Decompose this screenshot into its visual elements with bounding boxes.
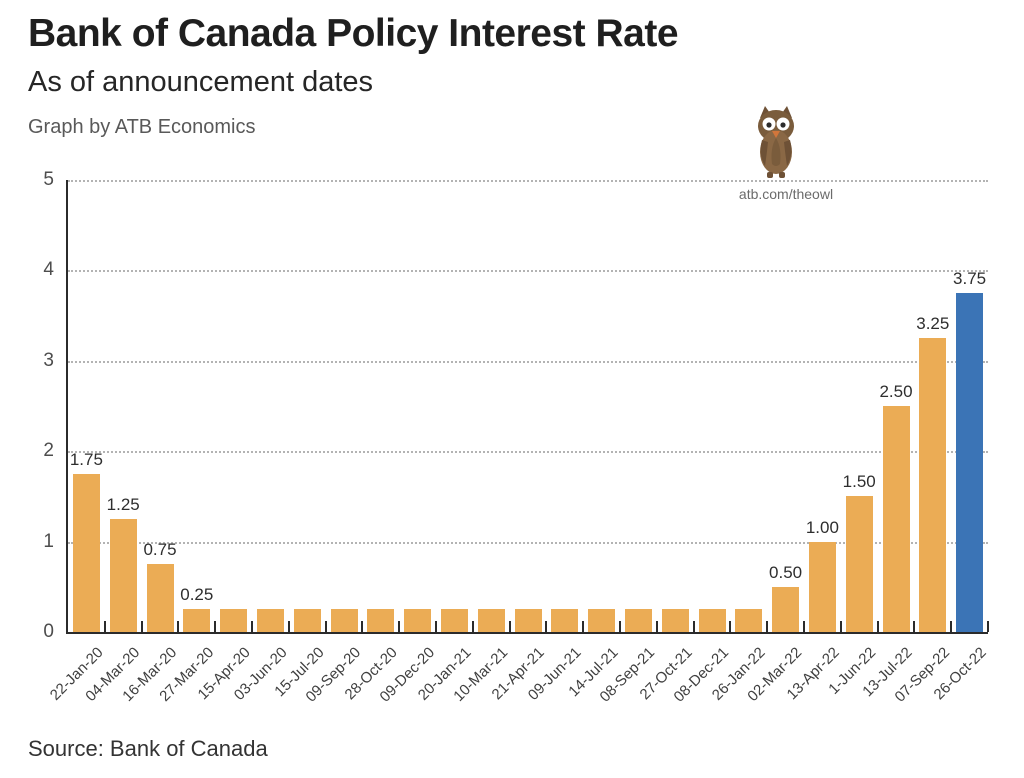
y-tick-label-4: 4: [43, 259, 54, 281]
bar-value-label: 0.25: [180, 585, 214, 605]
x-axis-tick: [729, 621, 732, 632]
bar-value-label: 0.75: [143, 540, 177, 560]
chart-source: Source: Bank of Canada: [28, 736, 268, 761]
bar: [72, 473, 100, 632]
gridline-5: [68, 180, 988, 182]
owl-caption: atb.com/theowl: [738, 186, 834, 202]
bar: [772, 586, 800, 632]
x-axis-tick: [398, 621, 401, 632]
x-axis-tick: [324, 621, 327, 632]
x-axis-tick: [361, 621, 364, 632]
y-tick-label-3: 3: [43, 349, 54, 371]
x-axis-tick: [803, 621, 805, 632]
bar: [109, 519, 137, 632]
x-axis-tick: [508, 621, 511, 632]
x-axis-tick: [140, 621, 143, 632]
x-axis-tick: [619, 621, 621, 632]
bar-value-label: 3.25: [916, 314, 950, 334]
gridline-2: [68, 451, 988, 454]
bar: [588, 609, 616, 632]
bar: [845, 496, 873, 632]
y-tick-label-0: 0: [43, 621, 54, 642]
x-axis-tick: [655, 621, 658, 632]
bar-value-label: 1.50: [842, 472, 876, 492]
chart-subtitle: As of announcement dates: [28, 66, 374, 98]
bar-value-label: 1.75: [69, 449, 103, 469]
gridline-1: [68, 541, 988, 544]
bar: [440, 609, 468, 632]
gridline-4: [68, 270, 988, 273]
bar-value-label: 2.50: [879, 382, 913, 401]
x-axis-tick: [287, 621, 290, 632]
bar: [882, 406, 910, 632]
bar: [330, 609, 358, 632]
x-axis-tick: [876, 621, 879, 632]
x-axis-tick: [913, 621, 916, 632]
bar: [477, 609, 505, 632]
bar: [624, 609, 652, 632]
bar: [514, 609, 542, 632]
bar-value-label: 1.00: [805, 517, 839, 537]
chart-title: Bank of Canada Policy Interest Rate: [28, 12, 679, 55]
bar: [661, 609, 689, 632]
plot-area: 0 1 2 3 4 5 1.75 22-Jan-20 1.25 04-Mar-20 0.75 16-M…: [43, 169, 989, 706]
bar: [293, 609, 321, 632]
bar: [808, 541, 836, 632]
x-axis-tick: [545, 621, 548, 632]
bar-value-label: 3.75: [953, 269, 987, 288]
bar-highlighted: [956, 293, 984, 632]
bar: [735, 609, 763, 632]
x-axis-tick: [987, 621, 989, 632]
x-axis-line: [66, 632, 988, 634]
x-axis-tick: [103, 621, 106, 632]
y-tick-label-1: 1: [43, 530, 54, 552]
x-axis-tick: [471, 621, 474, 632]
bar-value-label: 0.50: [769, 562, 803, 582]
bar: [183, 609, 211, 632]
bar: [367, 609, 395, 632]
x-axis-tick: [839, 621, 842, 632]
y-tick-label-2: 2: [43, 440, 54, 462]
x-axis-tick: [214, 621, 217, 632]
gridline-3: [68, 360, 988, 363]
owl-icon: [750, 104, 802, 180]
bar: [698, 609, 726, 632]
bar: [404, 609, 432, 632]
x-axis-tick: [766, 621, 769, 632]
x-axis-tick: [177, 621, 180, 632]
x-axis-tick: [582, 621, 585, 632]
bar: [146, 564, 174, 632]
y-axis-line: [66, 180, 68, 632]
x-axis-tick: [950, 621, 953, 632]
bar-value-label: 1.25: [106, 495, 140, 514]
bar: [220, 609, 248, 632]
x-axis-tick: [692, 621, 695, 632]
bar: [919, 338, 947, 632]
bar: [256, 609, 284, 632]
chart-attribution: Graph by ATB Economics: [28, 116, 256, 138]
x-axis-tick: [435, 621, 437, 632]
y-tick-label-5: 5: [43, 169, 54, 190]
x-axis-tick: [251, 621, 253, 632]
bar: [551, 609, 579, 632]
